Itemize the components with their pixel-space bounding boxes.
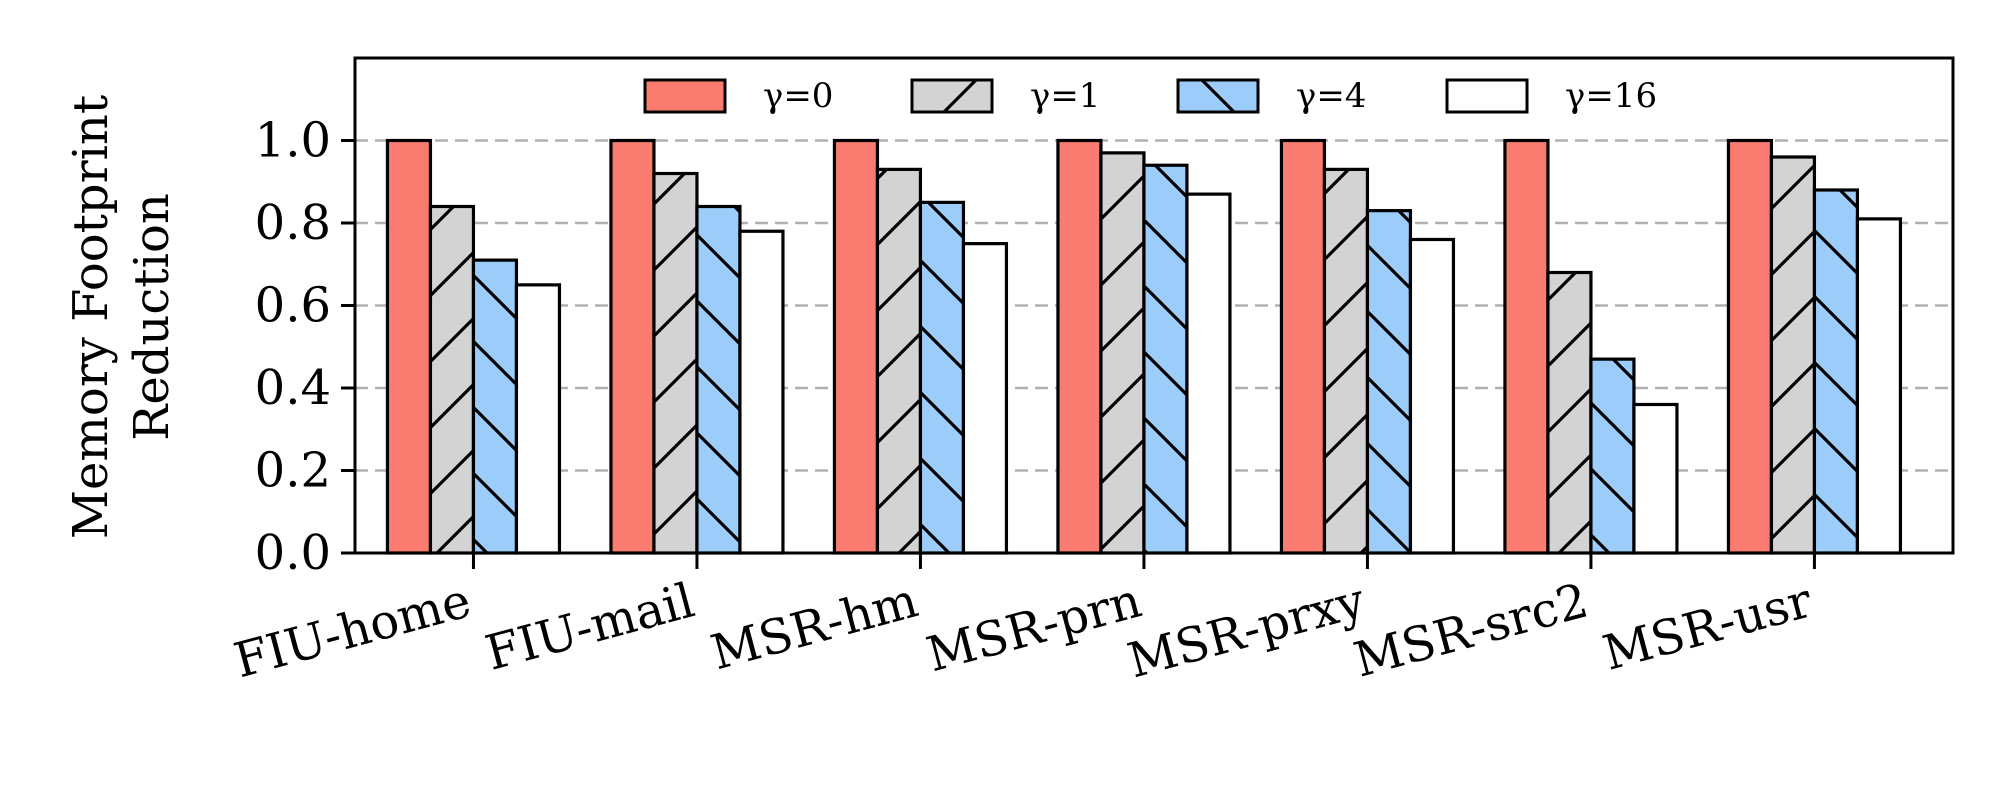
legend-label: γ=16	[1565, 76, 1657, 116]
y-tick-label: 0.2	[255, 443, 331, 499]
legend-swatch	[1176, 78, 1260, 114]
bar-hatch	[1100, 152, 1144, 553]
bar-hatch	[1143, 165, 1187, 553]
x-tick-label: MSR-src2	[1348, 572, 1594, 688]
bar-hatch	[473, 260, 517, 553]
bar-fill	[1504, 140, 1548, 553]
legend-swatch	[910, 78, 994, 114]
bars	[385, 138, 1903, 555]
legend-label: γ=0	[763, 76, 833, 116]
bar-fill	[963, 243, 1007, 553]
x-tick-label: FIU-home	[228, 572, 476, 689]
x-tick-label: MSR-prn	[921, 572, 1147, 683]
bar-hatch	[1324, 169, 1368, 553]
legend-swatch-fill	[645, 80, 725, 112]
bar-hatch	[1814, 190, 1858, 553]
y-axis-label-line-1: Memory Footprint	[63, 95, 119, 539]
legend-swatch-hatch	[1178, 80, 1258, 112]
x-tick-label: MSR-prxy	[1122, 572, 1370, 689]
legend-swatch	[1445, 78, 1529, 114]
bar-hatch	[920, 202, 964, 553]
legend-label: γ=4	[1296, 76, 1366, 116]
bar-fill	[1410, 239, 1454, 553]
bar-fill	[1186, 194, 1230, 553]
bar-hatch	[696, 206, 740, 553]
bar-fill	[516, 284, 560, 553]
bar-fill	[1857, 218, 1901, 553]
x-tick-label: MSR-hm	[705, 572, 923, 681]
bar-fill	[1728, 140, 1772, 553]
y-tick-label: 0.4	[255, 360, 331, 416]
bar-hatch	[1547, 272, 1591, 553]
y-axis-label-line-2: Reduction	[124, 193, 180, 441]
y-tick-label: 0.0	[255, 525, 331, 581]
legend-label: γ=1	[1030, 76, 1100, 116]
bar-hatch	[430, 206, 474, 553]
x-tick-label: MSR-usr	[1597, 572, 1817, 681]
bar-hatch	[1771, 157, 1815, 553]
legend-swatch-hatch	[912, 80, 992, 112]
legend-swatch	[643, 78, 727, 114]
bar-fill	[1633, 404, 1677, 553]
bar-hatch	[653, 173, 697, 553]
y-tick-label: 1.0	[255, 113, 331, 169]
x-tick-label: FIU-mail	[480, 572, 700, 681]
bar-hatch	[1367, 210, 1411, 553]
legend-swatch-fill	[1447, 80, 1527, 112]
legend: γ=0 γ=1 γ=4 γ=16	[643, 76, 1657, 116]
bar-fill	[739, 231, 783, 553]
bar-fill	[387, 140, 431, 553]
bar-hatch	[877, 169, 921, 553]
bar-fill	[610, 140, 654, 553]
bar-fill	[834, 140, 878, 553]
bar-hatch	[1590, 359, 1634, 553]
y-tick-label: 0.8	[255, 195, 331, 251]
bar-fill	[1057, 140, 1101, 553]
y-tick-label: 0.6	[255, 278, 331, 334]
bar-fill	[1281, 140, 1325, 553]
